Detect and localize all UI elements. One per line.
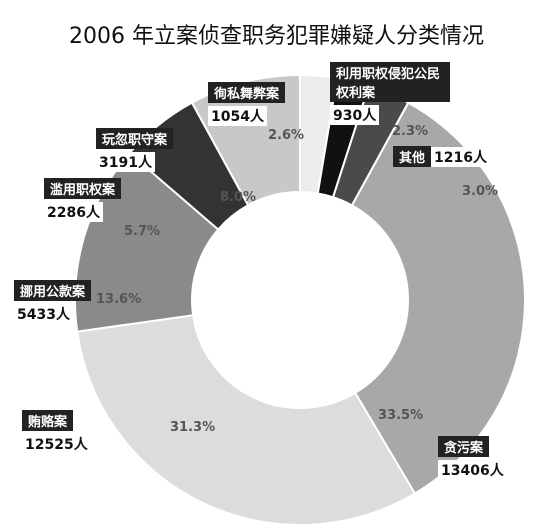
segment-label: 利用职权侵犯公民权利案 930人 xyxy=(330,62,450,125)
value-label: 13406人 xyxy=(438,460,507,480)
value-label: 3191人 xyxy=(96,152,155,172)
segment-label: 滥用职权案 2286人 xyxy=(44,178,164,222)
category-label: 其他 xyxy=(393,146,431,167)
percent-label: 8.0% xyxy=(220,190,256,205)
value-label: 1216人 xyxy=(431,147,490,167)
segment-label: 玩忽职守案 3191人 xyxy=(96,128,216,172)
value-label: 2286人 xyxy=(44,202,103,222)
category-label: 徇私舞弊案 xyxy=(208,82,285,103)
chart: 2006 年立案侦查职务犯罪嫌疑人分类情况 徇私舞弊案1054人2.6%利用职权… xyxy=(0,0,553,530)
category-label: 贿赂案 xyxy=(22,410,73,431)
category-label: 挪用公款案 xyxy=(14,280,91,301)
value-label: 1054人 xyxy=(208,106,267,126)
value-label: 12525人 xyxy=(22,434,91,454)
percent-label: 13.6% xyxy=(96,292,141,307)
segment-label: 贿赂案 12525人 xyxy=(22,410,132,454)
percent-label: 2.6% xyxy=(268,128,304,143)
category-label: 利用职权侵犯公民权利案 xyxy=(330,62,450,102)
percent-label: 31.3% xyxy=(170,420,215,435)
percent-label: 33.5% xyxy=(378,408,423,423)
percent-label: 5.7% xyxy=(124,224,160,239)
value-label: 5433人 xyxy=(14,304,73,324)
value-label: 930人 xyxy=(330,105,379,125)
category-label: 玩忽职守案 xyxy=(96,128,173,149)
segment-label: 徇私舞弊案 1054人 xyxy=(208,82,318,126)
category-label: 贪污案 xyxy=(438,436,489,457)
percent-label: 3.0% xyxy=(462,184,498,199)
category-label: 滥用职权案 xyxy=(44,178,121,199)
percent-label: 2.3% xyxy=(392,124,428,139)
segment-label: 贪污案 13406人 xyxy=(438,436,548,480)
